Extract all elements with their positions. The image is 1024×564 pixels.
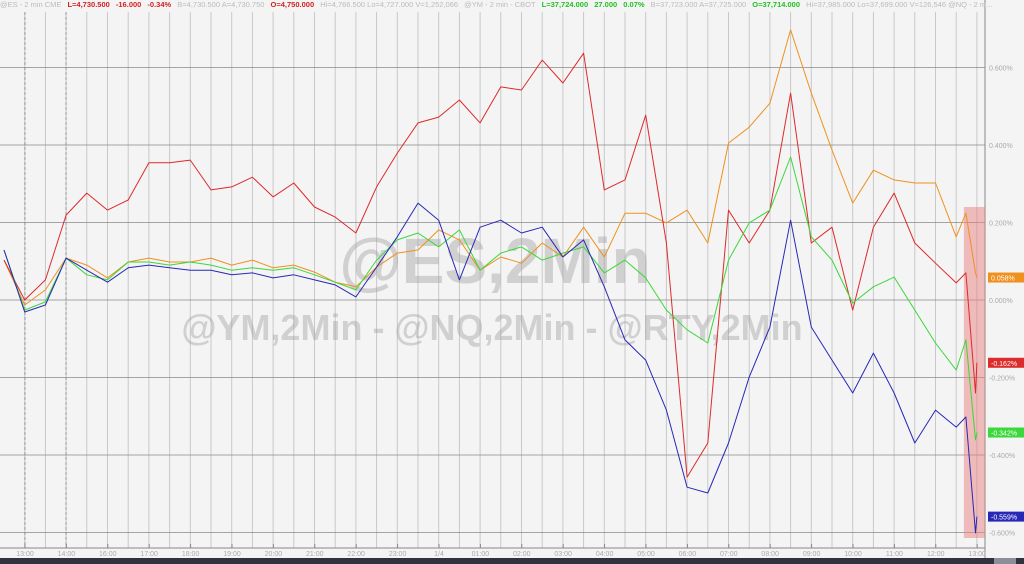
x-tick-label: 04:00	[596, 551, 614, 558]
es-symbol: @ES - 2 min CME	[0, 0, 62, 9]
x-tick-label: 11:00	[886, 551, 903, 558]
x-tick-label: 06:00	[679, 551, 697, 558]
ym-open: O=37,714.000	[752, 0, 801, 9]
x-tick-label: 18:00	[182, 551, 200, 558]
last-value-label: 0.058%	[991, 276, 1015, 283]
ym-bidask: B=37,723.000 A=37,725.000	[650, 0, 747, 9]
horizontal-scrollbar[interactable]	[0, 558, 1024, 564]
x-tick-label: 21:00	[306, 551, 324, 558]
watermark-sub: @YM,2Min - @NQ,2Min - @RTY,2Min	[181, 307, 802, 348]
x-tick-label: 17:00	[140, 551, 158, 558]
y-tick-label: 0.200%	[989, 221, 1013, 228]
x-tick-label: 13:00	[968, 551, 986, 558]
x-tick-label: 03:00	[554, 551, 572, 558]
x-tick-label: 13:00	[16, 551, 34, 558]
es-last: L=4,730.500	[67, 0, 110, 9]
y-tick-label: 0.600%	[989, 66, 1013, 73]
y-axis: 0.600% 0.400% 0.200% 0.000% -0.200% -0.400% -0…	[989, 66, 1015, 538]
last-value-badge	[988, 511, 1024, 522]
series-line-3	[3, 202, 978, 534]
last-value-badge	[988, 272, 1024, 283]
es-pct: -0.34%	[147, 0, 172, 9]
grid	[0, 0, 986, 558]
x-tick-label: 10:00	[844, 551, 862, 558]
ym-change: 27.000	[594, 0, 618, 9]
x-tick-label: 09:00	[803, 551, 821, 558]
x-tick-label: 05:00	[637, 551, 655, 558]
ym-symbol: @YM - 2 min - CBOT	[464, 0, 536, 9]
x-tick-label: 23:00	[389, 551, 407, 558]
last-value-label: -0.162%	[991, 361, 1017, 368]
x-tick-label: 20:00	[265, 551, 283, 558]
x-tick-label: 02:00	[513, 551, 531, 558]
ym-last: L=37,724.000	[541, 0, 589, 9]
es-stats: Hi=4,766.500 Lo=4,727.000 V=1,252,066	[320, 0, 459, 9]
x-tick-label: 16:00	[99, 551, 117, 558]
y-tick-label: -0.400%	[989, 453, 1015, 460]
x-tick-label: 07:00	[720, 551, 738, 558]
last-value-badge	[988, 427, 1024, 438]
x-tick-label: 14:00	[58, 551, 76, 558]
last-value-label: -0.559%	[991, 515, 1017, 522]
series-line-2	[3, 156, 978, 441]
es-change: -16.000	[115, 0, 142, 9]
x-tick-label: 12:00	[927, 551, 945, 558]
highlight-region	[963, 207, 985, 538]
x-tick-label: 08:00	[761, 551, 779, 558]
x-tick-label: 1/4	[434, 551, 444, 558]
quote-header: @ES - 2 min CME L=4,730.500 -16.000 -0.3…	[0, 0, 1024, 9]
y-tick-label: -0.200%	[989, 376, 1015, 383]
x-tick-label: 01:00	[472, 551, 490, 558]
es-bidask: B=4,730.500 A=4,730.750	[177, 0, 265, 9]
x-tick-label: 22:00	[347, 551, 365, 558]
series-lines	[3, 29, 978, 534]
last-value-badge	[988, 357, 1024, 368]
last-value-label: -0.342%	[991, 431, 1017, 438]
scrollbar-thumb[interactable]	[994, 558, 1016, 564]
last-value-badges: 0.058% -0.162% -0.342% -0.559%	[988, 272, 1024, 522]
series-line-0	[3, 29, 978, 306]
x-tick-label: 19:00	[223, 551, 241, 558]
y-tick-label: 0.000%	[989, 298, 1013, 305]
ym-pct: 0.07%	[623, 0, 645, 9]
x-axis: 13:00 14:00 16:00 17:00 18:00 19:00 20:00 21:00…	[16, 544, 986, 558]
ym-stats: Hi=37,985.000 Lo=37,699.000 V=126,546 @N…	[806, 0, 993, 9]
es-open: O=4,750.000	[270, 0, 315, 9]
y-tick-label: 0.400%	[989, 143, 1013, 150]
y-tick-label: -0.600%	[989, 531, 1015, 538]
